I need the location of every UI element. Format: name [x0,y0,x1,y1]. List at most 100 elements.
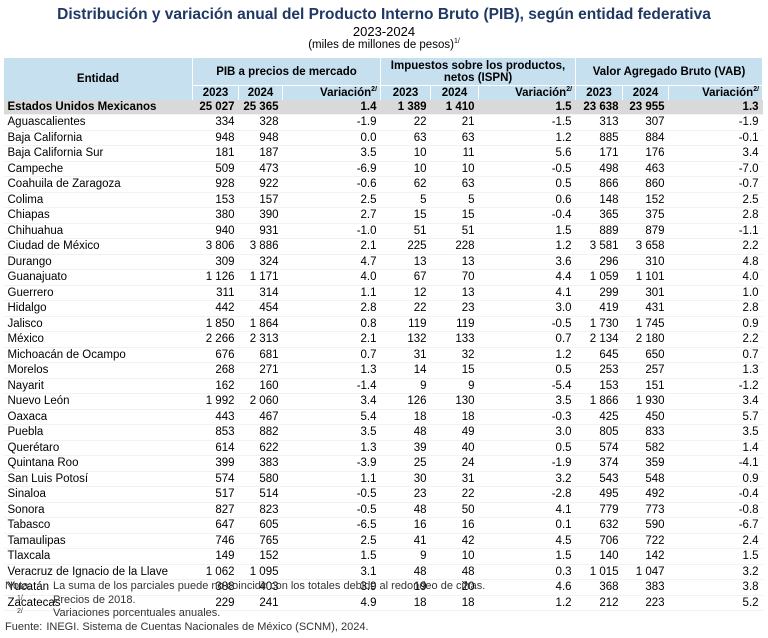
cell: 23 955 [622,100,669,115]
cell: 5.6 [478,145,576,162]
cell: 228 [430,238,479,255]
row-label: Ciudad de México [3,238,193,255]
row-label: Coahuila de Zaragoza [3,176,193,193]
cell: 1 095 [238,564,283,580]
column-header-sup: 2/ [566,86,573,93]
row-label: Oaxaca [3,409,193,425]
cell: 301 [622,285,669,301]
cell: 119 [430,316,479,332]
cell: -1.9 [478,455,576,472]
cell: -3.9 [282,455,381,472]
data-row: San Luis Potosí 574 580 1.1 30 31 3.2 543 548 0.9 [3,471,763,487]
data-row: Tamaulipas 746 765 2.5 41 42 4.5 706 722 2.4 [3,533,763,549]
cell: 1.3 [282,362,381,379]
cell: 746 [192,533,239,549]
note-text: Precios de 2018. [53,593,136,606]
cell: 63 [430,130,479,146]
cell: 3.2 [668,564,763,580]
cell: -1.5 [478,114,576,131]
cell: 380 [192,207,239,224]
column-header: Variación2/ [478,85,577,100]
cell: 2.8 [668,207,763,224]
cell: 157 [238,192,283,208]
cell: 498 [575,161,623,177]
cell: 10 [380,145,431,162]
cell: 271 [238,362,283,379]
column-header-text: Variación [702,87,754,99]
cell: 676 [192,347,239,363]
data-row: Nayarit 162 160 -1.4 9 9 -5.4 153 151 -1.2 [3,378,763,394]
cell: 0.0 [282,130,381,146]
cell: 5.4 [282,409,381,425]
row-label: Chiapas [3,207,193,224]
cell: 1.2 [478,238,576,255]
column-header-text: 2023 [202,87,229,99]
cell: 142 [622,548,669,565]
data-row: Michoacán de Ocampo 676 681 0.7 31 32 1.2 645 65… [3,347,763,363]
cell: 1 389 [380,100,431,115]
cell: 467 [238,409,283,425]
cell: 517 [192,486,239,503]
cell: 63 [430,176,479,193]
cell: 0.9 [668,316,763,332]
cell: 450 [622,409,669,425]
cell: -1.4 [282,378,381,394]
column-header-text: 2023 [586,87,612,99]
cell: 431 [622,300,669,317]
cell: 309 [192,254,239,270]
cell: 153 [575,378,623,394]
cell: 314 [238,285,283,301]
cell: 0.6 [478,192,576,208]
cell: 3 886 [238,238,283,255]
cell: 4.9 [282,595,381,611]
cell: 773 [622,502,669,518]
cell: 48 [380,564,431,580]
cell: 3.0 [478,300,576,317]
data-row: México 2 266 2 313 2.1 132 133 0.7 2 134 2 180 2.… [3,331,763,348]
cell: 2.2 [668,238,763,255]
cell: -0.5 [478,316,576,332]
cell: -6.9 [282,161,381,177]
cell: 1.5 [478,100,576,115]
cell: 650 [622,347,669,363]
cell: 20 [430,579,479,596]
cell: 2.8 [668,300,763,317]
header-cell: Entidad [3,58,193,100]
cell: 948 [192,130,239,146]
cell: 388 [192,579,239,596]
row-label: Veracruz de Ignacio de la Llave [3,564,193,580]
cell: 1 410 [430,100,479,115]
cell: 149 [192,548,239,565]
note: 2/Variaciones porcentuales anuales. [5,607,765,621]
cell: 2.1 [282,238,381,255]
cell: 0.8 [282,316,381,332]
cell: 548 [622,471,669,487]
cell: 879 [622,223,669,239]
cell: 48 [380,502,431,518]
cell: 0.7 [282,347,381,363]
cell: 41 [380,533,431,549]
cell: 15 [380,207,431,224]
row-label: Baja California [3,130,193,146]
column-header: 2024 [622,85,670,100]
cell: 22 [380,114,431,131]
cell: 3 658 [622,238,669,255]
cell: 1 930 [622,393,669,410]
cell: 39 [380,440,431,456]
table-body: Estados Unidos Mexicanos 25 027 25 365 1.4 1… [3,100,763,611]
cell: 805 [575,424,623,441]
cell: 2 313 [238,331,283,348]
data-row: Nuevo León 1 992 2 060 3.4 126 130 3.5 1 866 1 9… [3,393,763,410]
cell: -0.6 [282,176,381,193]
cell: 241 [238,595,283,611]
cell: 25 [380,455,431,472]
cell: 153 [192,192,239,208]
column-header-text: Variación [515,87,567,99]
cell: 334 [192,114,239,131]
data-row: Guerrero 311 314 1.1 12 13 4.1 299 301 1.0 [3,285,763,301]
cell: 5 [380,192,431,208]
cell: 253 [575,362,623,379]
data-row: Aguascalientes 334 328 -1.9 22 21 -1.5 313 307 -1… [3,114,763,131]
cell: 10 [430,161,479,177]
